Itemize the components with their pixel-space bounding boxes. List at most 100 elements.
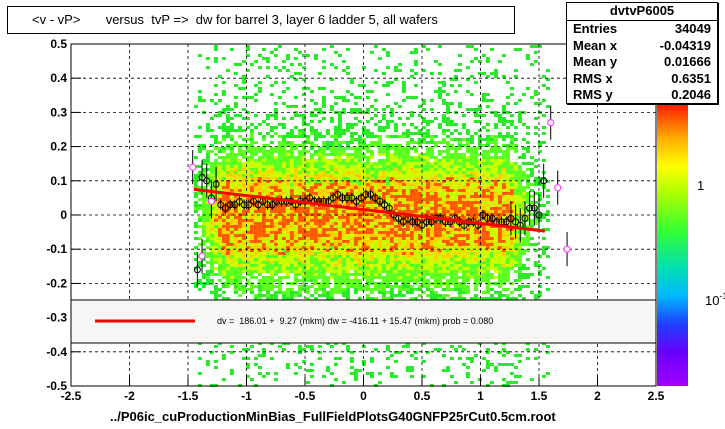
profile-point [254, 201, 262, 209]
stats-label: Mean y [573, 54, 618, 69]
outlier-point [547, 119, 555, 127]
profile-point [226, 201, 234, 209]
profile-point [306, 194, 314, 202]
stats-value: 34049 [674, 21, 711, 36]
y-tick-label: 0.5 [50, 37, 67, 51]
profile-point [334, 190, 342, 198]
fit-legend-box [70, 299, 657, 344]
x-tick-label: 1 [477, 389, 484, 403]
outlier-point [207, 197, 215, 205]
profile-point [418, 221, 426, 229]
profile-point [268, 201, 276, 209]
stats-row-rms-x: RMS x 0.6351 [567, 71, 717, 88]
profile-point [193, 266, 201, 274]
stats-label: Mean x [573, 37, 618, 53]
profile-point [264, 201, 272, 209]
stats-value: 0.2046 [671, 87, 711, 102]
y-tick-label: 0 [60, 208, 67, 222]
outlier-point [563, 245, 571, 253]
profile-point [245, 201, 253, 209]
stats-row-rms-y: RMS y 0.2046 [567, 87, 717, 104]
x-tick-label: -2.5 [61, 389, 82, 403]
y-tick-label: -0.5 [46, 379, 67, 393]
x-tick-label: -0.5 [295, 389, 316, 403]
profile-point [399, 218, 407, 226]
x-tick-label: 1.5 [531, 389, 548, 403]
profile-point [512, 218, 520, 226]
profile-point [343, 194, 351, 202]
x-tick-label: -1 [241, 389, 252, 403]
x-tick-label: -2 [124, 389, 135, 403]
profile-point [540, 177, 548, 185]
y-tick-label: -0.1 [46, 242, 67, 256]
profile-point [376, 197, 384, 205]
profile-point [203, 177, 211, 185]
stats-row-entries: Entries 34049 [567, 21, 717, 38]
stats-name: dvtvP6005 [567, 3, 717, 21]
profile-point [231, 201, 239, 209]
profile-point [507, 214, 515, 222]
stats-box: dvtvP6005 Entries 34049 Mean x -0.04319 Me… [566, 2, 718, 104]
profile-point [530, 204, 538, 212]
x-tick-label: 0 [360, 389, 367, 403]
outlier-point [554, 184, 562, 192]
x-tick-label: 0.5 [414, 389, 431, 403]
profile-point [371, 194, 379, 202]
y-tick-label: -0.3 [46, 311, 67, 325]
stats-row-mean-y: Mean y 0.01666 [567, 54, 717, 71]
profile-point [352, 197, 360, 205]
profile-point [217, 201, 225, 209]
profile-point [221, 204, 229, 212]
stats-value: -0.04319 [659, 37, 711, 53]
y-tick-label: 0.4 [50, 71, 67, 85]
profile-point [423, 218, 431, 226]
profile-point [521, 214, 529, 222]
fit-result-text: dv = 186.01 + 9.27 (mkm) dw = -416.11 + … [217, 316, 494, 326]
stats-label: Entries [573, 21, 618, 36]
profile-point [357, 194, 365, 202]
x-tick-label: 2.5 [648, 389, 665, 403]
color-scale-label: 10-1 [705, 291, 725, 308]
y-tick-label: 0.2 [50, 140, 67, 154]
profile-point [479, 211, 487, 219]
y-tick-label: 0.3 [50, 105, 67, 119]
profile-point [235, 197, 243, 205]
x-tick-label: -1.5 [178, 389, 199, 403]
plot-title: <v - vP> versus tvP => dw for barrel 3, … [7, 6, 515, 34]
axis-ticks: -2.5 -2 -1.5 -1 -0.5 0 0.5 1 1.5 2 2.5 -0.5 -0.4 -0.3… [46, 37, 664, 403]
color-scale-exponent: -1 [719, 291, 725, 301]
profile-point [502, 218, 510, 226]
profile-point [484, 214, 492, 222]
fit-line [193, 187, 546, 233]
profile-point [329, 194, 337, 202]
x-tick-label: 2 [594, 389, 601, 403]
outlier-point [198, 252, 206, 260]
profile-point [526, 204, 534, 212]
profile-point [198, 173, 206, 181]
profile-point [362, 190, 370, 198]
color-scale-bar [657, 104, 688, 386]
stats-value: 0.01666 [664, 54, 711, 69]
color-scale-label: 1 [697, 178, 704, 193]
profile-point [535, 211, 543, 219]
profile-point [409, 218, 417, 226]
stats-label: RMS x [573, 70, 613, 86]
stats-value: 0.6351 [671, 70, 711, 86]
profile-point [381, 201, 389, 209]
profile-point [348, 194, 356, 202]
profile-point [250, 197, 258, 205]
file-name-label: ../P06ic_cuProductionMinBias_FullFieldPl… [110, 409, 556, 424]
profile-point [240, 201, 248, 209]
profile-point [395, 214, 403, 222]
profile-points [189, 105, 571, 287]
fit-line-group [193, 187, 546, 233]
stats-label: RMS y [573, 87, 613, 102]
profile-point [488, 214, 496, 222]
y-tick-label: -0.4 [46, 345, 67, 359]
outlier-point [189, 163, 197, 171]
y-tick-label: -0.2 [46, 276, 67, 290]
y-tick-label: 0.1 [50, 174, 67, 188]
profile-point [338, 194, 346, 202]
profile-point [367, 190, 375, 198]
